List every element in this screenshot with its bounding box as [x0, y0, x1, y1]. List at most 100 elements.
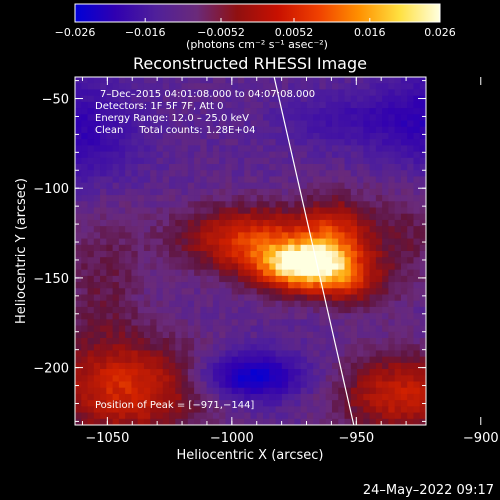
heatmap-cell [263, 418, 270, 426]
heatmap-cell [325, 89, 333, 97]
heatmap-cell [225, 406, 233, 413]
heatmap-cell [288, 164, 295, 171]
heatmap-cell [400, 275, 408, 283]
heatmap-cell [106, 176, 114, 184]
heatmap-cell [206, 145, 214, 152]
heatmap-cell [263, 139, 270, 146]
heatmap-cell [219, 263, 226, 271]
heatmap-cell [212, 108, 220, 115]
heatmap-cell [263, 182, 270, 190]
heatmap-cell [306, 188, 314, 196]
heatmap-cell [344, 120, 352, 128]
heatmap-cell [256, 170, 264, 177]
heatmap-cell [407, 114, 414, 121]
heatmap-cell [200, 282, 208, 289]
heatmap-cell [81, 108, 88, 115]
heatmap-cell [388, 157, 396, 165]
heatmap-cell [244, 344, 251, 351]
heatmap-cell [269, 400, 276, 407]
heatmap-cell [143, 369, 151, 376]
heatmap-cell [256, 238, 264, 246]
heatmap-cell [169, 331, 176, 339]
heatmap-cell [212, 95, 220, 103]
colorbar-tick-label: 0.026 [424, 26, 456, 39]
heatmap-cell [162, 77, 170, 84]
heatmap-cell [400, 319, 408, 326]
heatmap-cell [212, 83, 220, 90]
heatmap-cell [382, 251, 389, 258]
heatmap-cell [300, 362, 308, 370]
heatmap-cell [394, 170, 402, 177]
heatmap-cell [313, 369, 320, 376]
heatmap-cell [325, 331, 333, 339]
heatmap-cell [87, 182, 95, 190]
heatmap-cell [363, 120, 370, 128]
heatmap-cell [275, 306, 283, 314]
heatmap-cell [81, 387, 88, 395]
heatmap-cell [382, 182, 389, 190]
heatmap-cell [382, 207, 389, 215]
heatmap-cell [394, 400, 402, 407]
heatmap-cell [81, 126, 88, 134]
heatmap-cell [206, 188, 214, 196]
heatmap-cell [112, 319, 120, 326]
heatmap-cell [344, 188, 352, 196]
heatmap-cell [331, 294, 339, 302]
heatmap-cell [194, 369, 201, 376]
heatmap-cell [175, 306, 182, 314]
heatmap-cell [419, 219, 427, 227]
heatmap-cell [325, 226, 333, 233]
heatmap-cell [75, 101, 82, 109]
colorbar-tick-label: −0.0052 [197, 26, 245, 39]
heatmap-cell [219, 313, 226, 320]
heatmap-cell [175, 381, 182, 389]
heatmap-cell [419, 126, 427, 134]
heatmap-cell [338, 120, 345, 128]
heatmap-cell [75, 201, 82, 208]
heatmap-cell [81, 344, 88, 351]
heatmap-cell [344, 114, 352, 121]
heatmap-cell [331, 350, 339, 358]
heatmap-cell [275, 77, 283, 84]
heatmap-cell [388, 83, 396, 90]
heatmap-cell [281, 288, 289, 295]
heatmap-cell [325, 306, 333, 314]
heatmap-cell [150, 201, 157, 208]
heatmap-cell [382, 418, 389, 426]
heatmap-cell [300, 213, 308, 221]
heatmap-cell [275, 294, 283, 302]
heatmap-cell [357, 369, 364, 376]
heatmap-cell [225, 325, 233, 333]
heatmap-cell [162, 319, 170, 326]
heatmap-cell [150, 400, 157, 407]
heatmap-cell [87, 369, 95, 376]
heatmap-cell [137, 95, 145, 103]
heatmap-cell [131, 369, 139, 376]
heatmap-cell [244, 195, 251, 202]
heatmap-cell [375, 120, 383, 128]
heatmap-cell [388, 331, 396, 339]
heatmap-cell [407, 238, 414, 246]
heatmap-cell [388, 101, 396, 109]
heatmap-cell [225, 226, 233, 233]
heatmap-cell [125, 325, 132, 333]
heatmap-cell [407, 269, 414, 277]
heatmap-cell [363, 356, 370, 364]
heatmap-cell [206, 77, 214, 84]
heatmap-cell [306, 263, 314, 271]
heatmap-cell [112, 369, 120, 376]
heatmap-cell [281, 251, 289, 258]
heatmap-cell [231, 244, 239, 252]
heatmap-cell [306, 313, 314, 320]
heatmap-cell [263, 114, 270, 121]
heatmap-cell [225, 145, 233, 152]
heatmap-cell [407, 95, 414, 103]
heatmap-cell [93, 157, 101, 165]
heatmap-cell [112, 201, 120, 208]
heatmap-cell [331, 269, 339, 277]
heatmap-cell [150, 89, 157, 97]
heatmap-cell [200, 157, 208, 165]
heatmap-cell [169, 213, 176, 221]
heatmap-cell [231, 83, 239, 90]
heatmap-cell [81, 338, 88, 345]
